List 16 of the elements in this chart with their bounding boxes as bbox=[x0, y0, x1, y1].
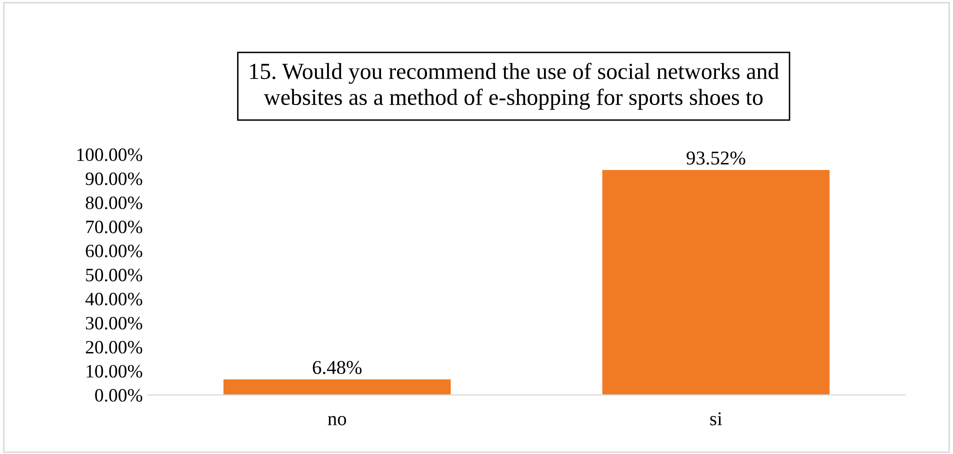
y-tick-label: 80.00% bbox=[86, 196, 142, 210]
x-tick-label: si bbox=[710, 412, 722, 426]
y-tick-label: 10.00% bbox=[86, 364, 142, 378]
chart-title: 15. Would you recommend the use of social networks and websites as a method of e-shopping for sports shoes to bbox=[250, 62, 779, 110]
y-tick-label: 60.00% bbox=[86, 244, 142, 258]
data-label: 6.48% bbox=[312, 360, 362, 374]
y-tick-label: 90.00% bbox=[86, 172, 142, 186]
y-tick-label: 50.00% bbox=[86, 268, 142, 282]
y-tick-label: 100.00% bbox=[77, 148, 142, 162]
y-tick-label: 30.00% bbox=[86, 316, 142, 330]
x-tick-label: no bbox=[328, 416, 346, 426]
y-tick-label: 70.00% bbox=[86, 220, 142, 234]
y-tick-label: 40.00% bbox=[85, 292, 142, 306]
y-tick-label: 0.00% bbox=[95, 389, 142, 402]
y-tick-label: 20.00% bbox=[86, 340, 142, 354]
data-label: 93.52% bbox=[686, 151, 746, 165]
